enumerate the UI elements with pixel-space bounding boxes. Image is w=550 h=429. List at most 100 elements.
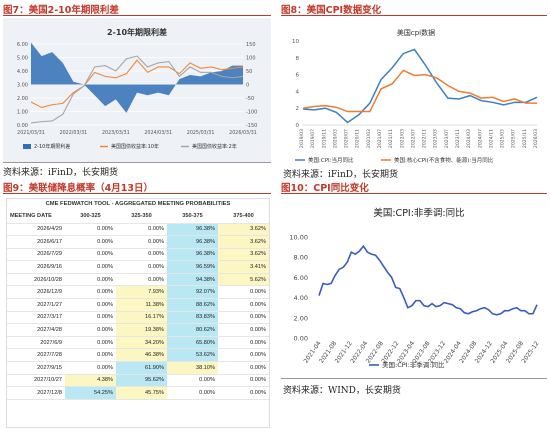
table-row: 2027/10/27 4.38% 95.62% 0.00% 0.00% — [7, 374, 269, 388]
probability-cell: 0.00% — [116, 235, 167, 249]
fig8-core-line — [302, 69, 537, 113]
fig8-chart-title: 美国cpi数据 — [397, 28, 435, 37]
probability-cell: 3.62% — [218, 248, 269, 262]
col-header-350-375: 350-375 — [167, 210, 218, 224]
probability-cell: 0.00% — [116, 223, 167, 237]
fig8-y-tick: 4 — [296, 89, 300, 95]
fig8-x-tick: 2020/03 — [332, 129, 338, 148]
probability-cell: 0.00% — [65, 311, 116, 325]
probability-cell: 0.00% — [65, 336, 116, 350]
meeting-date-cell: 2027/6/9 — [7, 336, 65, 350]
meeting-date-cell: 2027/9/15 — [7, 361, 65, 375]
table-row: 2026/4/29 0.00% 0.00% 96.38% 3.62% — [7, 223, 269, 237]
table-row: 2026/6/17 0.00% 0.00% 96.38% 3.62% — [7, 235, 269, 249]
fig10-legend: 美国:CPI:非季调:同比 — [382, 360, 445, 369]
fig7-x-tick: 2026/03/31 — [229, 130, 257, 136]
table-row: 2027/6/9 0.00% 34.20% 65.80% 0.00% — [7, 336, 269, 350]
meeting-date-cell: 2027/12/8 — [7, 386, 65, 400]
probability-cell: 88.62% — [167, 298, 218, 312]
fig8-title: 图8：美国CPI数据变化 — [281, 5, 382, 16]
fig7-bottom-rule — [3, 162, 271, 163]
probability-cell: 3.62% — [218, 235, 269, 249]
fig8-x-tick: 2023/11 — [455, 129, 461, 148]
fig7-right-tick: 100 — [246, 56, 256, 62]
fig7-10y-line — [30, 59, 244, 109]
probability-cell: 0.00% — [65, 285, 116, 300]
fig8-x-tick: 2023/03 — [433, 129, 439, 148]
fig8-x-tick: 2021/07 — [377, 129, 383, 148]
probability-cell: 0.00% — [116, 273, 167, 287]
meeting-date-cell: 2026/6/17 — [7, 235, 65, 249]
fig8-cpi-line — [302, 48, 538, 124]
fig8-chart: 美国cpi数据 0 2 4 6 8 10 2019/03 2019/07 2019/11 2020/… — [281, 17, 547, 167]
fig10-chart: 美国:CPI:非季调:同比 0.00 2.00 4.00 6.00 8.00 10.00 20… — [281, 196, 547, 376]
fig10-y-tick: 0.00 — [294, 335, 308, 343]
fig10-svg: 美国:CPI:非季调:同比0.002.004.006.008.0010.0020… — [289, 207, 540, 369]
fig7-x-tick: 2021/03/31 — [17, 130, 45, 136]
probability-cell: 0.00% — [218, 348, 269, 363]
fig10-y-tick: 2.00 — [294, 314, 308, 322]
probability-cell: 96.38% — [167, 248, 218, 262]
meeting-date-cell: 2027/10/27 — [7, 374, 65, 388]
probability-cell: 53.62% — [167, 348, 218, 363]
col-header-meeting-date: MEETING DATE — [7, 210, 65, 224]
table-row: 2027/4/28 0.00% 19.38% 80.62% 0.00% — [7, 323, 269, 337]
probability-cell: 7.93% — [116, 285, 167, 300]
fig7-legend-swatch-spread — [23, 144, 31, 149]
probability-cell: 0.00% — [218, 311, 269, 325]
probability-cell: 16.17% — [116, 311, 167, 325]
probability-cell: 0.00% — [218, 361, 269, 375]
probability-cell: 94.38% — [167, 273, 218, 287]
probability-cell: 0.00% — [218, 374, 269, 388]
fig8-x-tick: 2025/11 — [522, 129, 528, 148]
fig8-x-tick: 2025/03 — [500, 129, 506, 148]
meeting-date-cell: 2026/12/9 — [7, 285, 65, 300]
fig10-y-tick: 4.00 — [294, 294, 308, 302]
probability-cell: 0.00% — [218, 285, 269, 300]
fig7-chart: 2-10年期限利差 0.00 1.00 2.00 3.00 4.00 5.00 6.00 -15… — [3, 18, 271, 162]
probability-cell: 65.80% — [167, 336, 218, 350]
table-row: 2027/9/15 0.00% 61.90% 38.10% 0.00% — [7, 361, 269, 375]
meeting-date-cell: 2026/7/29 — [7, 248, 65, 262]
fig7-right-tick: -100 — [246, 110, 257, 116]
probability-table: MEETING DATE 300-325 325-350 350-375 375… — [7, 210, 269, 400]
fig8-x-tick: 2022/11 — [422, 129, 428, 148]
probability-cell: 0.00% — [65, 273, 116, 287]
probability-cell: 0.00% — [218, 336, 269, 350]
fig7-right-tick: 50 — [246, 69, 252, 75]
fig7-x-tick: 2024/03/31 — [144, 130, 172, 136]
fig10-chart-title: 美国:CPI:非季调:同比 — [373, 207, 464, 219]
fig9-table-title: CME FEDWATCH TOOL - AGGREGATED MEETING P… — [45, 201, 231, 207]
probability-cell: 0.00% — [65, 248, 116, 262]
fig8-x-tick: 2019/11 — [321, 129, 327, 148]
fig10-y-tick: 8.00 — [294, 254, 308, 262]
probability-cell: 96.38% — [167, 235, 218, 249]
meeting-date-cell: 2026/4/29 — [7, 223, 65, 237]
fig8-legend-cpi: 美国:CPI:当月同比 — [308, 156, 354, 164]
fig7-legend-10y: 美国国债收益率:10年 — [111, 143, 159, 150]
probability-cell: 61.90% — [116, 361, 167, 375]
col-header-375-400: 375-400 — [218, 210, 269, 224]
probability-cell: 96.59% — [167, 260, 218, 274]
fig8-source: 资料来源：iFinD，长安期货 — [283, 170, 399, 180]
fig7-x-tick: 2023/03/31 — [102, 130, 130, 136]
fig8-x-tick: 2023/07 — [444, 129, 450, 148]
fig7-left-tick: 4.00 — [17, 69, 28, 75]
fig7-source: 资料来源：iFinD，长安期货 — [3, 168, 119, 178]
meeting-date-cell: 2026/10/28 — [7, 273, 65, 287]
fig8-x-tick: 2024/11 — [488, 129, 494, 148]
fig7-rule — [3, 15, 271, 16]
fig10-rule — [281, 193, 547, 194]
fig7-svg: 2-10年期限利差 0.00 1.00 2.00 3.00 4.00 5.00 6.00 -15… — [3, 18, 271, 162]
probability-cell: 0.00% — [65, 323, 116, 337]
fig8-x-tick: 2019/03 — [299, 129, 305, 148]
fig9-title: 图9：美联储降息概率（4月13日） — [3, 183, 153, 194]
probability-cell: 0.00% — [218, 323, 269, 337]
probability-cell: 0.00% — [65, 298, 116, 312]
table-row: 2027/12/8 54.25% 45.75% 0.00% 0.00% — [7, 386, 269, 400]
probability-cell: 0.00% — [116, 260, 167, 274]
probability-cell: 83.83% — [167, 311, 218, 325]
fig8-legend-core: 美国:核心CPI(不含食物、能源):当月同比 — [394, 156, 494, 164]
fig7-legend-2y: 美国国债收益率:2年 — [192, 143, 237, 150]
fig8-x-tick: 2021/03 — [366, 129, 372, 148]
